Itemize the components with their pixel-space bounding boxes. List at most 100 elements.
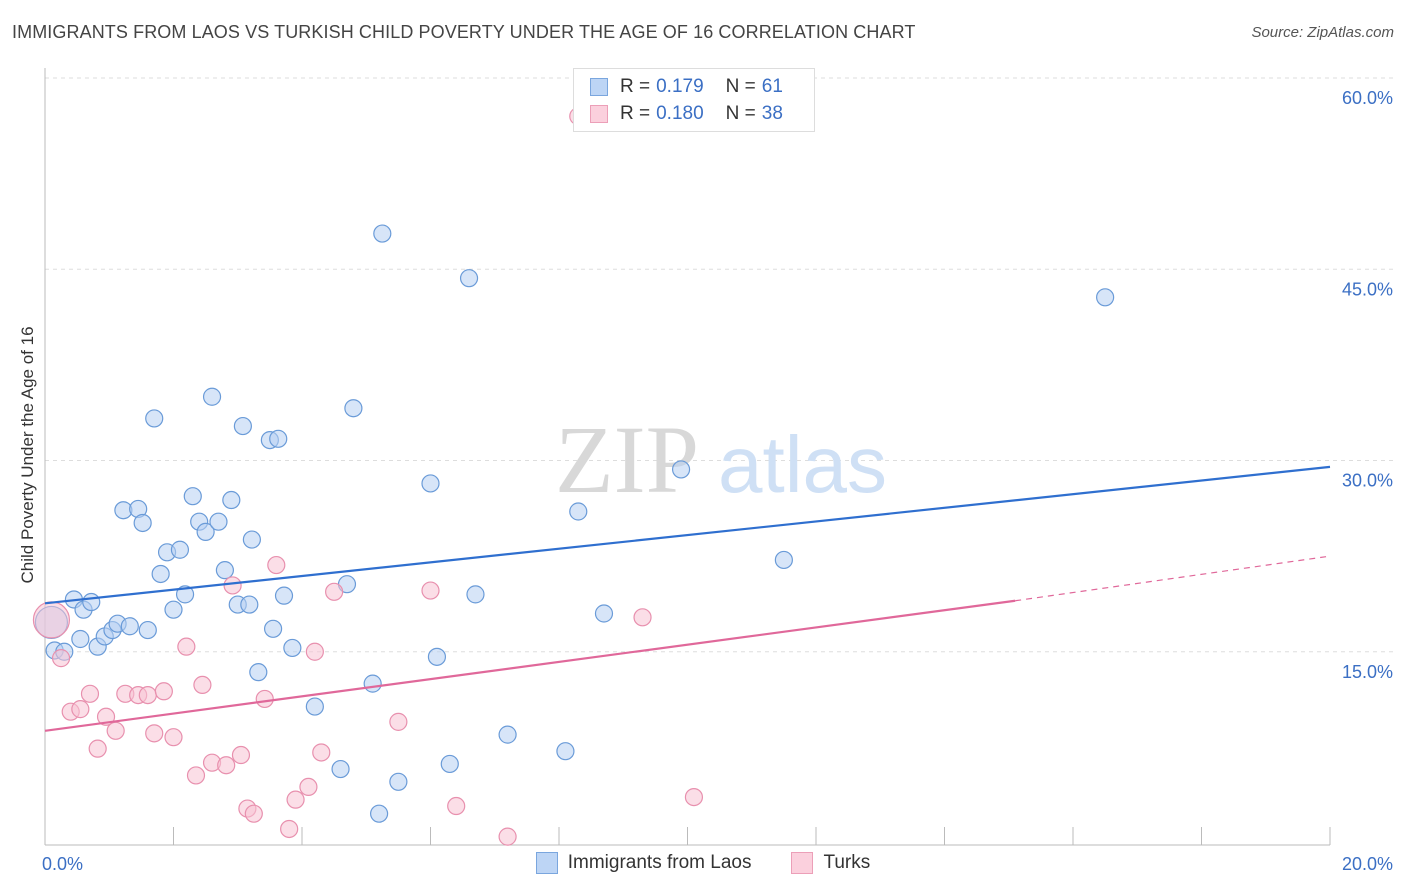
laos-point: [249, 663, 268, 682]
laos-point: [120, 617, 139, 636]
laos-point: [240, 595, 259, 614]
watermark-zip: ZIP: [555, 406, 699, 513]
laos-point: [138, 620, 157, 640]
y-tick-label: 15.0%: [1342, 662, 1393, 682]
turks-point: [312, 743, 331, 762]
turks-point: [498, 827, 517, 846]
series-legend-laos: Immigrants from Laos: [535, 852, 752, 874]
data-points: [32, 107, 1115, 846]
legend-r-value: 0.180: [656, 103, 704, 124]
axes: [44, 68, 1331, 846]
laos-point: [305, 697, 324, 716]
turks-point: [164, 728, 183, 747]
y-tick-label: 60.0%: [1342, 88, 1393, 108]
legend-r-value: 0.179: [656, 76, 704, 97]
legend-swatch-turks: [590, 105, 608, 123]
laos-point: [774, 550, 793, 570]
laos-point: [209, 512, 228, 531]
series-label-turks: Turks: [823, 852, 871, 873]
laos-point: [71, 629, 90, 649]
laos-point: [151, 564, 170, 584]
laos-point: [427, 647, 447, 666]
laos-point: [556, 742, 575, 761]
laos-point: [202, 387, 222, 406]
turks-point: [193, 675, 212, 695]
turks-trend-extension: [1015, 555, 1331, 602]
laos-trend-line: [44, 465, 1331, 605]
laos-point: [421, 474, 440, 493]
laos-point: [498, 725, 517, 744]
laos-point: [671, 460, 691, 479]
turks-point: [684, 787, 704, 807]
source-label: Source: ZipAtlas.com: [1251, 24, 1394, 41]
laos-point: [263, 619, 283, 638]
laos-point: [370, 804, 389, 823]
laos-point: [82, 592, 101, 612]
turks-point: [633, 608, 652, 627]
legend-row-turks: R = 0.180 N = 38: [590, 101, 783, 127]
legend-swatch-laos: [590, 78, 608, 96]
laos-point: [274, 586, 294, 605]
laos-point: [459, 269, 479, 288]
series-legend: Immigrants from Laos Turks: [0, 852, 1406, 874]
laos-point: [283, 638, 302, 658]
laos-point: [466, 585, 485, 604]
laos-point: [242, 530, 261, 549]
turks-point: [32, 601, 71, 639]
turks-point: [217, 756, 236, 775]
turks-point: [186, 766, 206, 785]
legend-n-value: 38: [761, 103, 783, 124]
turks-trend-line: [44, 599, 1016, 732]
turks-point: [88, 739, 107, 758]
laos-point: [222, 490, 241, 510]
laos-point: [440, 754, 459, 774]
watermark: ZIP atlas: [555, 406, 887, 513]
laos-point: [569, 502, 588, 521]
turks-point: [145, 724, 164, 743]
grid-lines: [45, 77, 1395, 653]
legend-r-label: R =: [620, 103, 651, 124]
turks-point: [267, 555, 286, 575]
y-tick-label: 30.0%: [1342, 471, 1393, 491]
turks-point: [51, 649, 71, 668]
turks-point: [286, 790, 305, 809]
legend-n-value: 61: [761, 76, 783, 97]
turks-point: [244, 804, 263, 823]
turks-point: [389, 712, 408, 731]
turks-point: [447, 796, 466, 816]
laos-point: [175, 585, 195, 604]
laos-point: [170, 540, 190, 559]
turks-point: [80, 684, 100, 703]
laos-point: [363, 674, 382, 693]
series-swatch-laos: [535, 852, 558, 874]
turks-point: [138, 685, 157, 705]
turks-point: [177, 637, 196, 656]
laos-point: [215, 561, 234, 580]
laos-point: [145, 409, 164, 428]
stats-legend: R = 0.179 N = 61 R = 0.180 N = 38: [573, 68, 815, 132]
turks-point: [255, 689, 274, 709]
turks-point: [71, 700, 90, 719]
series-swatch-turks: [791, 852, 814, 874]
laos-point: [344, 399, 363, 418]
chart-title: IMMIGRANTS FROM LAOS VS TURKISH CHILD PO…: [12, 22, 916, 42]
turks-point: [325, 582, 344, 601]
laos-point: [594, 604, 614, 623]
turks-point: [231, 745, 251, 765]
turks-point: [280, 819, 299, 839]
laos-point: [269, 429, 288, 448]
laos-point: [331, 759, 350, 779]
x-tick-label: 20.0%: [1342, 854, 1393, 874]
turks-point: [154, 682, 173, 701]
series-label-laos: Immigrants from Laos: [567, 852, 752, 873]
y-axis-label: Child Poverty Under the Age of 16: [18, 326, 37, 583]
turks-point: [299, 777, 318, 797]
laos-point: [389, 772, 408, 791]
legend-n-label: N =: [725, 76, 756, 97]
trend-lines: [44, 465, 1331, 732]
laos-point: [133, 513, 152, 533]
laos-point: [183, 487, 202, 506]
laos-point: [373, 224, 392, 243]
legend-row-laos: R = 0.179 N = 61: [590, 74, 783, 100]
